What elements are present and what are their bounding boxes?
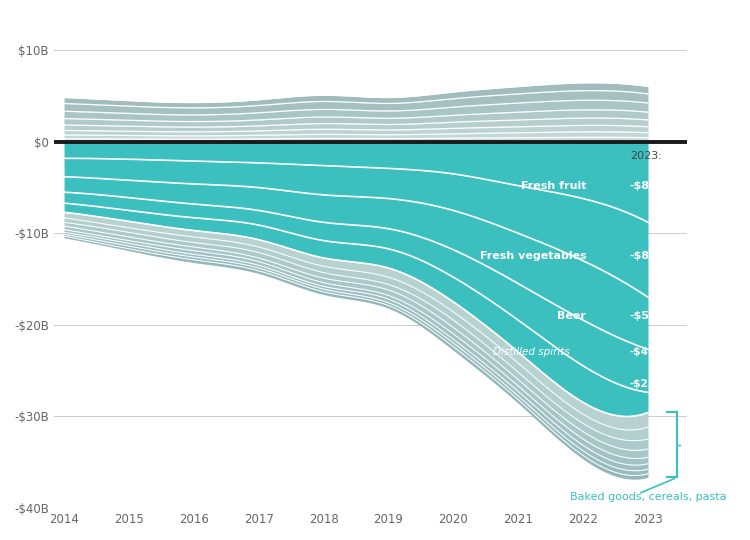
Text: -$5.7B: -$5.7B (630, 310, 670, 321)
Text: Fresh vegetables: Fresh vegetables (479, 251, 586, 261)
Text: 2023:: 2023: (630, 151, 662, 160)
Text: Baked goods, cereals, pasta: Baked goods, cereals, pasta (570, 491, 727, 502)
Text: Beer: Beer (557, 310, 586, 321)
Text: -$2.2B: -$2.2B (630, 379, 668, 389)
Text: Fresh fruit: Fresh fruit (520, 181, 586, 191)
Text: Distilled spirits: Distilled spirits (494, 347, 570, 357)
Text: -$8.2B: -$8.2B (630, 251, 670, 261)
Text: -$4.7B: -$4.7B (630, 347, 668, 357)
Text: -$8.8B: -$8.8B (630, 181, 670, 191)
